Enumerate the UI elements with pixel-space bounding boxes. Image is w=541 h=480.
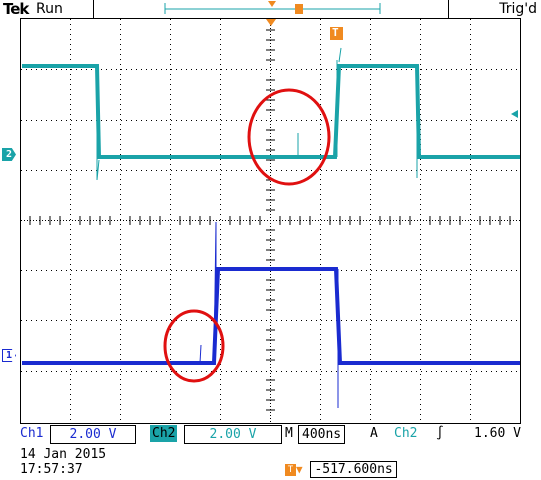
- ch2-ground-marker[interactable]: 2: [2, 148, 16, 161]
- horizontal-offset-value[interactable]: -517.600ns: [310, 461, 397, 478]
- trigger-slope-icon[interactable]: ∫: [436, 426, 444, 441]
- graticule-ticks: [29, 29, 511, 411]
- top-status-bar: Tek Run Trig'd: [0, 0, 541, 18]
- horizontal-offset: T ▼ -517.600ns: [285, 461, 397, 478]
- ch2-label[interactable]: Ch2: [150, 425, 178, 442]
- ch2-level-arrow: [511, 110, 518, 118]
- divider: [93, 0, 94, 18]
- graticule: [20, 18, 521, 424]
- date: 14 Jan 2015: [20, 447, 107, 462]
- graticule-center-axes: [21, 19, 520, 423]
- trigger-marker-box: [330, 27, 343, 40]
- timebase-value[interactable]: 400ns: [298, 425, 346, 444]
- ch2-scale[interactable]: 2.00 V: [184, 425, 282, 444]
- ch2-waveform: [22, 47, 520, 181]
- trigger-position-marker: [266, 19, 276, 26]
- time: 17:57:37: [20, 462, 83, 477]
- trigger-level[interactable]: 1.60 V: [474, 426, 521, 441]
- trigger-source[interactable]: Ch2: [394, 426, 418, 441]
- ch1-scale[interactable]: 2.00 V: [50, 425, 136, 444]
- ch1-waveform: [22, 221, 520, 408]
- channel-settings-bar: Ch1 2.00 V Ch2 2.00 V M 400ns A Ch2 ∫ 1.…: [0, 425, 541, 444]
- graticule-dots: [21, 19, 520, 423]
- trigger-icon: T: [285, 463, 296, 476]
- brand-logo: Tek: [3, 0, 29, 18]
- timestamp: 14 Jan 2015 17:57:37: [20, 447, 106, 477]
- arrow-right-icon: ▼: [296, 463, 303, 476]
- annotation-circles: [163, 88, 331, 383]
- ch1-label[interactable]: Ch1: [20, 426, 44, 441]
- trigger-label: A: [370, 426, 378, 441]
- record-position-indicator: [164, 1, 381, 14]
- timebase-label: M: [285, 426, 293, 441]
- trigger-status: Trig'd: [499, 1, 537, 17]
- ch1-ground-marker[interactable]: 1: [2, 349, 16, 362]
- trigger-marker-label: T: [332, 26, 339, 39]
- acquisition-status: Run: [36, 1, 63, 17]
- divider: [448, 0, 449, 18]
